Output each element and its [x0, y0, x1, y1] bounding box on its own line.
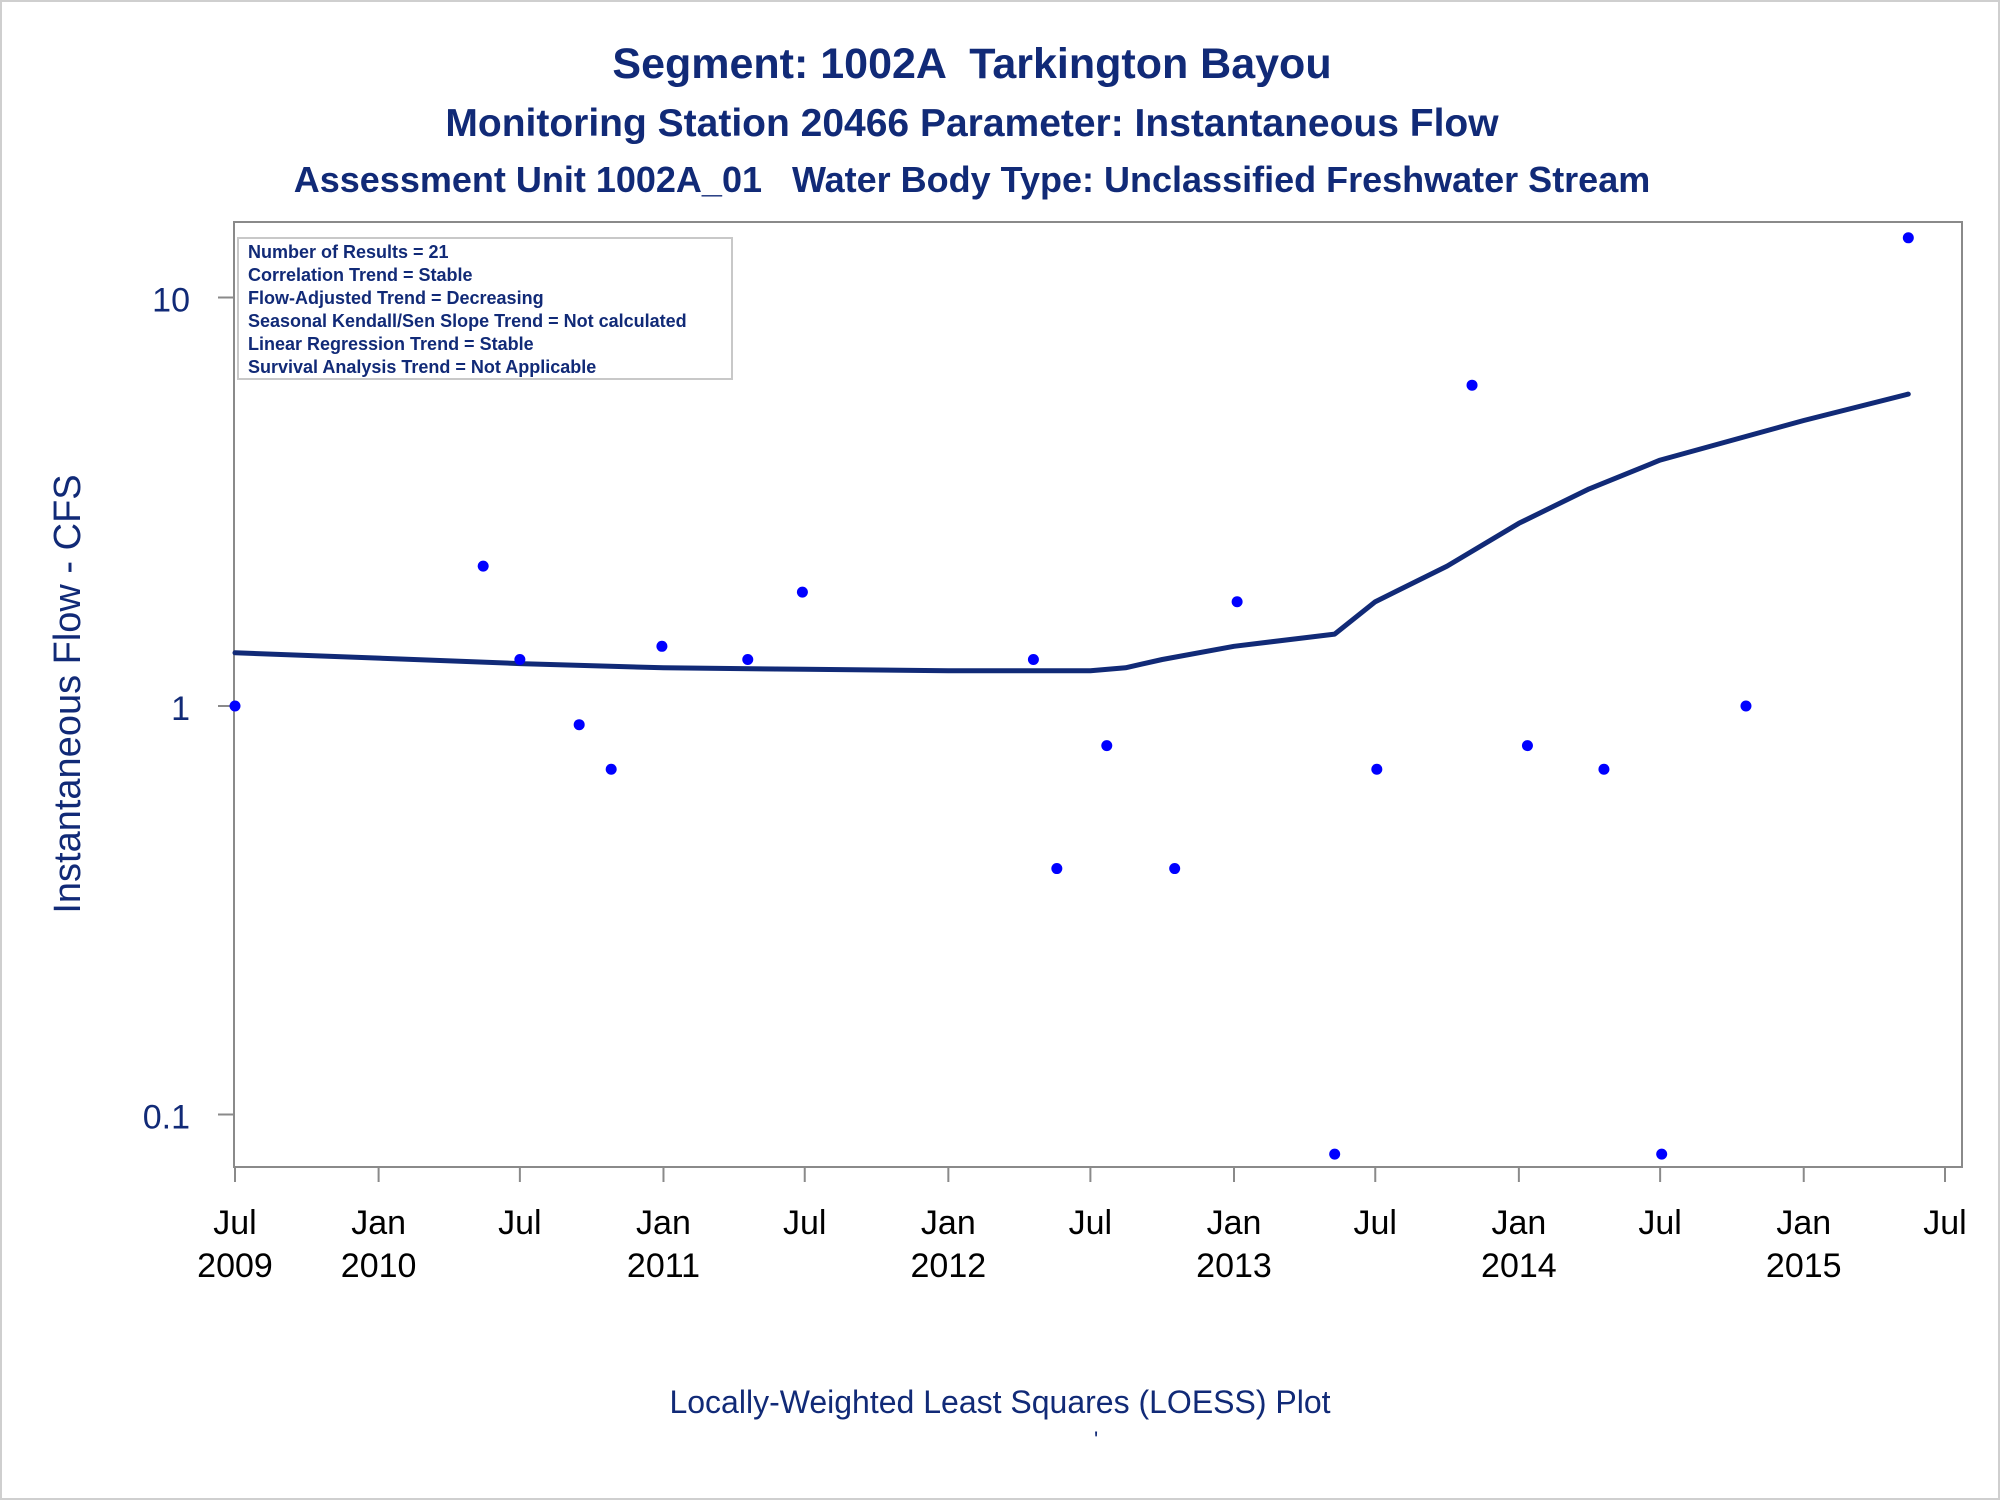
x-tick-label-year: 2014	[1481, 1247, 1557, 1285]
y-tick-label: 0.1	[143, 1099, 190, 1137]
x-tick-label-month: Jan	[351, 1204, 406, 1242]
stats-inset-line: Linear Regression Trend = Stable	[248, 334, 534, 354]
stats-inset-line: Seasonal Kendall/Sen Slope Trend = Not c…	[248, 311, 687, 331]
data-point	[1598, 763, 1610, 775]
footnote-mark: '	[1094, 1427, 1099, 1452]
data-point	[477, 560, 489, 572]
data-point	[1329, 1148, 1341, 1160]
x-tick-label-month: Jul	[1638, 1204, 1681, 1242]
data-point	[1101, 740, 1113, 752]
data-point	[573, 719, 585, 731]
data-point	[742, 653, 754, 665]
chart-subtitle-2: Assessment Unit 1002A_01 Water Body Type…	[293, 159, 1651, 200]
y-tick-label: 1	[171, 690, 190, 728]
chart-title: Segment: 1002A Tarkington Bayou	[612, 40, 1332, 88]
y-axis-label: Instantaneous Flow - CFS	[47, 474, 89, 913]
y-axis: 0.1 1 10	[143, 282, 234, 1137]
loess-line	[232, 391, 1911, 674]
data-point	[1656, 1148, 1668, 1160]
data-point	[1231, 596, 1243, 608]
data-point	[605, 763, 617, 775]
loess-layer	[232, 391, 1911, 674]
data-point	[1051, 863, 1063, 875]
x-tick-label-month: Jan	[1491, 1204, 1546, 1242]
data-point	[1740, 700, 1752, 712]
x-tick-label-year: 2013	[1196, 1247, 1272, 1285]
data-point	[229, 700, 241, 712]
x-tick-label-month: Jul	[213, 1204, 256, 1242]
x-tick-label-month: Jan	[636, 1204, 691, 1242]
data-point	[796, 586, 808, 598]
x-tick-label-month: Jul	[1069, 1204, 1112, 1242]
stats-inset: Number of Results = 21 Correlation Trend …	[237, 237, 733, 380]
points-layer	[229, 232, 1914, 1160]
x-tick-label-month: Jul	[1923, 1204, 1966, 1242]
data-point	[656, 640, 668, 652]
x-tick-label-year: 2012	[911, 1247, 987, 1285]
data-point	[1902, 232, 1914, 244]
data-point	[1371, 763, 1383, 775]
stats-inset-border	[237, 237, 733, 380]
stats-inset-line: Flow-Adjusted Trend = Decreasing	[248, 288, 544, 308]
data-point	[514, 653, 526, 665]
x-tick-label-year: 2011	[627, 1247, 700, 1285]
x-tick-label-year: 2009	[197, 1247, 273, 1285]
data-point	[1027, 653, 1039, 665]
data-point	[1521, 740, 1533, 752]
x-tick-label-month: Jul	[498, 1204, 541, 1242]
stats-inset-line: Survival Analysis Trend = Not Applicable	[248, 357, 596, 377]
x-axis: Jul 2009 Jan 2010 Jul Jan 2011 Jul Jan 2012 Jul Jan…	[197, 1167, 1967, 1285]
footnote: Locally-Weighted Least Squares (LOESS) P…	[669, 1384, 1331, 1420]
x-tick-label-month: Jan	[1207, 1204, 1262, 1242]
y-tick-label: 10	[152, 282, 190, 320]
x-tick-label-year: 2015	[1766, 1247, 1842, 1285]
stats-inset-line: Correlation Trend = Stable	[248, 265, 473, 285]
data-point	[1169, 863, 1181, 875]
stats-inset-line: Number of Results = 21	[248, 242, 449, 262]
chart-subtitle: Monitoring Station 20466 Parameter: Inst…	[445, 102, 1499, 145]
x-tick-label-year: 2010	[341, 1247, 417, 1285]
x-tick-label-month: Jul	[783, 1204, 826, 1242]
x-tick-label-month: Jan	[1776, 1204, 1831, 1242]
data-point	[1466, 379, 1478, 391]
x-tick-label-month: Jul	[1354, 1204, 1397, 1242]
x-tick-label-month: Jan	[921, 1204, 976, 1242]
